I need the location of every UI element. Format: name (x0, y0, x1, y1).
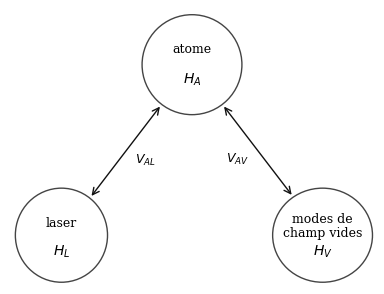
Ellipse shape (142, 15, 242, 115)
Ellipse shape (15, 188, 108, 282)
Text: atome: atome (172, 44, 212, 56)
Text: modes de: modes de (292, 213, 353, 225)
Text: $H_L$: $H_L$ (53, 243, 70, 260)
Text: laser: laser (46, 217, 77, 230)
Text: $H_A$: $H_A$ (183, 71, 201, 88)
Text: champ vides: champ vides (283, 227, 362, 240)
Text: $V_{AV}$: $V_{AV}$ (227, 152, 250, 167)
Text: $H_V$: $H_V$ (313, 243, 333, 260)
Text: $V_{AL}$: $V_{AL}$ (135, 153, 156, 168)
Ellipse shape (273, 188, 372, 282)
